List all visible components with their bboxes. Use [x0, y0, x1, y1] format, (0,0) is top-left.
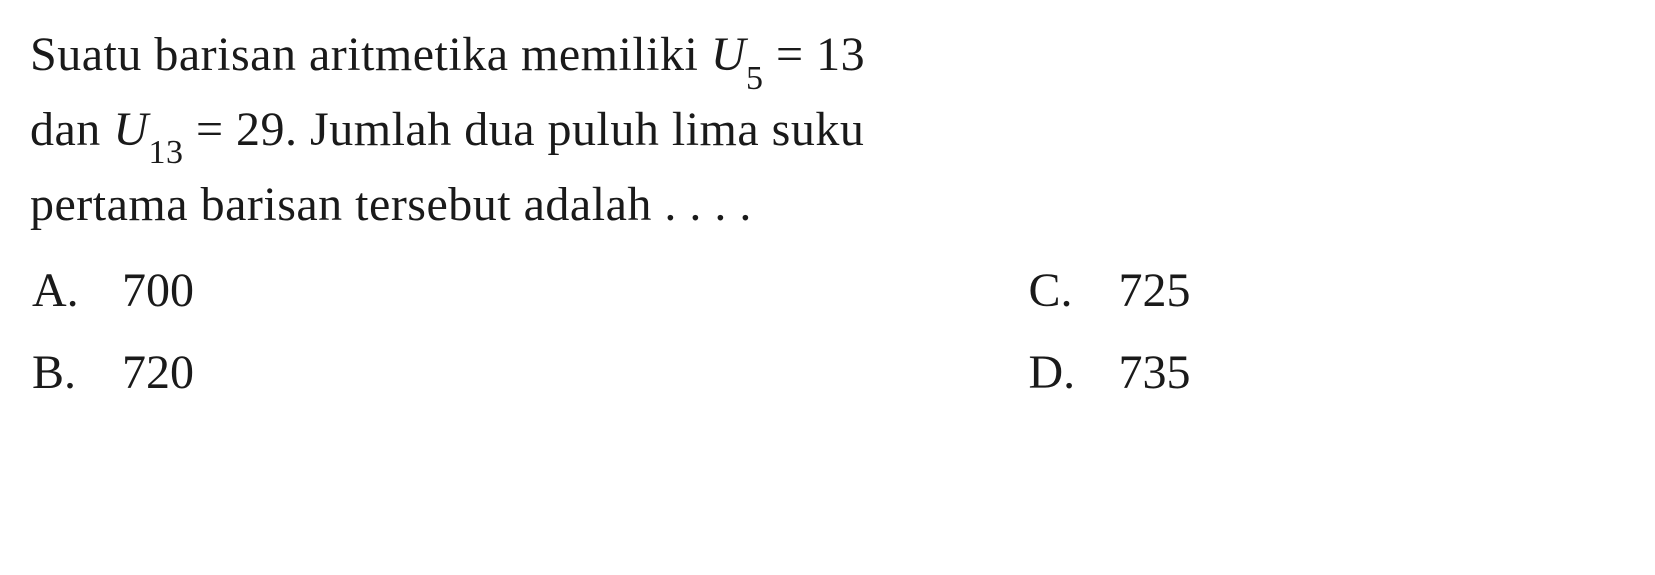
option-a: A. 700	[32, 257, 629, 324]
option-letter: A.	[32, 257, 102, 324]
variable-u: U	[113, 103, 148, 156]
subscript-5: 5	[746, 60, 764, 97]
question-line-2: dan U13 = 29. Jumlah dua puluh lima suku	[30, 95, 1625, 170]
question-line-1: Suatu barisan aritmetika memiliki U5 = 1…	[30, 20, 1625, 95]
variable-u: U	[711, 28, 746, 81]
question-line-3: pertama barisan tersebut adalah . . . .	[30, 170, 1625, 240]
text-segment: dan	[30, 103, 113, 156]
option-value: 735	[1099, 339, 1191, 406]
question-text: Suatu barisan aritmetika memiliki U5 = 1…	[30, 20, 1625, 239]
option-letter: B.	[32, 339, 102, 406]
option-value: 725	[1099, 257, 1191, 324]
options-grid: A. 700 C. 725 B. 720 D. 735	[30, 257, 1625, 405]
text-segment: = 29. Jumlah dua puluh lima suku	[183, 103, 864, 156]
option-c: C. 725	[1029, 257, 1626, 324]
option-letter: C.	[1029, 257, 1099, 324]
option-d: D. 735	[1029, 339, 1626, 406]
text-segment: = 13	[764, 28, 866, 81]
option-value: 720	[102, 339, 194, 406]
option-b: B. 720	[32, 339, 629, 406]
option-value: 700	[102, 257, 194, 324]
option-letter: D.	[1029, 339, 1099, 406]
text-segment: Suatu barisan aritmetika memiliki	[30, 28, 711, 81]
subscript-13: 13	[148, 134, 183, 171]
